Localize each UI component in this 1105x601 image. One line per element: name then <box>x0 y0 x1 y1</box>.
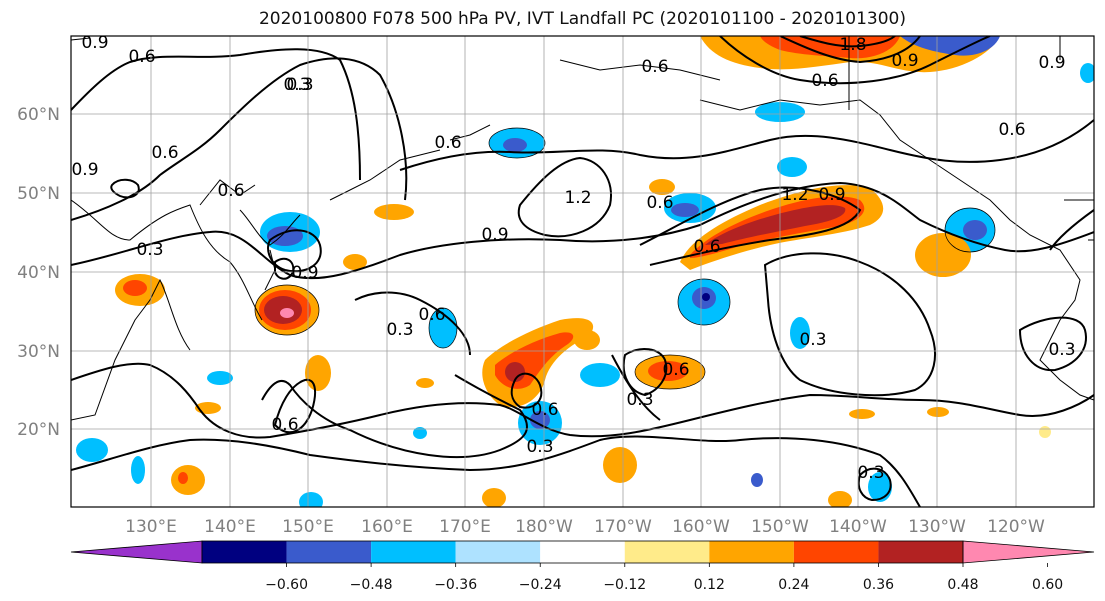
contour-value-label: 0.9 <box>818 185 845 205</box>
contour-value-label: 0.6 <box>418 305 445 325</box>
longitude-labels: 130°E 140°E 150°E 160°E 170°E 180°W 170°W 160°W… <box>125 517 1045 537</box>
contour-value-label: 0.9 <box>1038 53 1065 73</box>
contour-value-label: 0.3 <box>526 437 553 457</box>
map-title: 2020100800 F078 500 hPa PV, IVT Landfall… <box>258 9 906 29</box>
colorbar-segment <box>624 541 710 563</box>
longitude-label: 170°E <box>439 517 491 537</box>
pv-shading <box>76 36 1094 507</box>
colorbar-frame <box>201 540 964 564</box>
longitude-label: 170°W <box>594 517 652 537</box>
longitude-label: 160°E <box>361 517 413 537</box>
contour-value-label: 0.6 <box>693 237 720 257</box>
longitude-label: 150°E <box>282 517 334 537</box>
colorbar-tick-label: −0.48 <box>350 577 393 593</box>
graticule <box>71 36 1094 507</box>
colorbar-segment <box>286 541 372 563</box>
contour-labels: 0.90.60.30.60.90.60.30.61.2 0.6 1.2 0.90.60… <box>71 33 1075 483</box>
latitude-label: 40°N <box>17 263 60 283</box>
contour-1p2-closed <box>517 156 612 238</box>
contour-0p9 <box>71 181 1094 280</box>
colorbar-segment <box>878 541 963 563</box>
colorbar-tick-label: −0.24 <box>519 577 562 593</box>
contour-value-label: 0.6 <box>271 415 298 435</box>
contour-value-label: 0.6 <box>998 120 1025 140</box>
contour-value-label: 0.3 <box>857 463 884 483</box>
map-border <box>70 35 1095 508</box>
colorbar-tick-label: 0.48 <box>947 577 978 593</box>
latitude-label: 20°N <box>17 420 60 440</box>
colorbar-segment <box>202 541 287 563</box>
latitude-label: 60°N <box>17 105 60 125</box>
contour-value-label: 0.3 <box>136 240 163 260</box>
contour-value-label: 0.6 <box>128 47 155 67</box>
colorbar-tick-label: −0.36 <box>434 577 477 593</box>
latitude-label: 50°N <box>17 184 60 204</box>
contour-value-label: 0.3 <box>1048 340 1075 360</box>
contour-value-label: 0.3 <box>286 75 313 95</box>
positive-anomaly-max <box>705 205 846 245</box>
pv-outline <box>254 127 996 390</box>
positive-anomaly-central-max <box>505 362 525 382</box>
colorbar-segment <box>540 541 625 563</box>
contour-value-label: 0.3 <box>626 390 653 410</box>
colorbar-tick-label: 0.60 <box>1032 577 1063 593</box>
contour-value-label: 0.3 <box>799 330 826 350</box>
colorbar-segment <box>793 541 879 563</box>
positive-anomaly-japan-peak <box>280 308 294 318</box>
longitude-label: 130°W <box>908 517 966 537</box>
longitude-label: 140°E <box>204 517 256 537</box>
contour-value-label: 1.2 <box>564 188 591 208</box>
contour-value-label: 1.2 <box>781 185 808 205</box>
positive-anomaly-north-core <box>760 36 900 59</box>
contour-value-label: 0.9 <box>71 160 98 180</box>
contour-value-label: 0.6 <box>531 400 558 420</box>
contour-value-label: 0.9 <box>291 263 318 283</box>
contour-value-label: 0.6 <box>217 181 244 201</box>
longitude-label: 120°W <box>987 517 1045 537</box>
longitude-label: 130°E <box>125 517 177 537</box>
contour-value-label: 0.6 <box>662 360 689 380</box>
contour-value-label: 0.9 <box>81 33 108 53</box>
colorbar-tick-label: −0.60 <box>265 577 308 593</box>
negative-anomaly-north <box>900 36 1000 56</box>
colorbar-extend-min <box>70 540 203 564</box>
contour-value-label: 0.3 <box>283 75 310 95</box>
contour-value-label: 0.6 <box>434 133 461 153</box>
latitude-label: 30°N <box>17 342 60 362</box>
longitude-label: 140°W <box>829 517 887 537</box>
colorbar-extend-max <box>962 540 1095 564</box>
colorbar <box>70 540 1095 564</box>
colorbar-segment <box>371 541 456 563</box>
contour-value-label: 0.6 <box>641 57 668 77</box>
longitude-label: 150°W <box>751 517 809 537</box>
latitude-labels: 60°N 50°N 40°N 30°N 20°N <box>17 105 60 440</box>
colorbar-tick-label: 0.24 <box>778 577 809 593</box>
map-background <box>71 36 1094 507</box>
colorbar-tick-label: −0.12 <box>603 577 646 593</box>
colorbar-segment <box>455 541 541 563</box>
contour-value-label: 0.3 <box>386 320 413 340</box>
contour-value-label: 0.6 <box>151 143 178 163</box>
colorbar-labels: −0.60 −0.48 −0.36 −0.24 −0.12 0.12 0.24 0.36 0.4… <box>265 563 1063 593</box>
coastlines <box>71 36 1094 421</box>
negative-anomaly-d <box>429 308 457 348</box>
longitude-label: 160°W <box>672 517 730 537</box>
contour-value-label: 0.6 <box>811 71 838 91</box>
contour-value-label: 0.9 <box>891 51 918 71</box>
contour-value-label: 0.6 <box>646 193 673 213</box>
contour-value-label: 0.9 <box>481 225 508 245</box>
contour-value-label: 1.8 <box>839 35 866 55</box>
colorbar-tick-label: 0.12 <box>694 577 725 593</box>
longitude-label: 180°W <box>515 517 573 537</box>
colorbar-tick-label: 0.36 <box>863 577 894 593</box>
colorbar-segment <box>709 541 794 563</box>
